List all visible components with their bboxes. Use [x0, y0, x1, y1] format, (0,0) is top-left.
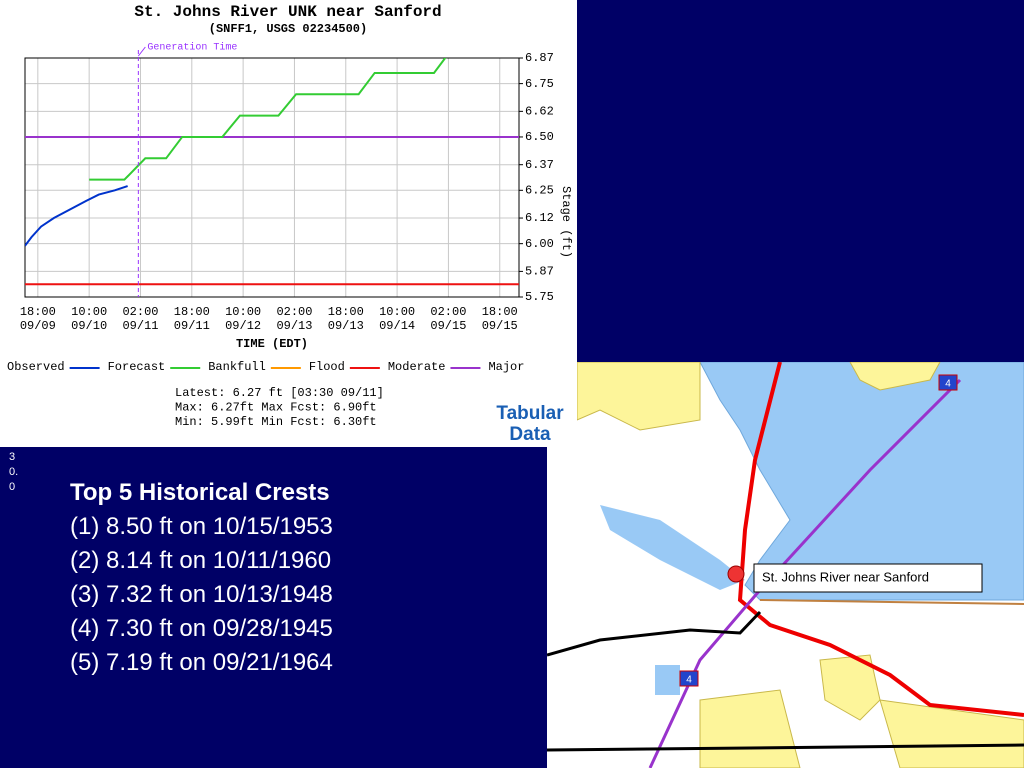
legend-label: Bankfull [208, 360, 266, 374]
gauge-label-box [753, 563, 983, 593]
legend-label: Major [488, 360, 524, 374]
annotation: Generation Time [147, 42, 237, 54]
x-tick-label: 10:00 [225, 305, 261, 319]
y-tick-label: 6.25 [525, 183, 554, 197]
x-axis-label: TIME (EDT) [236, 337, 308, 351]
urban-area [849, 362, 941, 391]
y-tick-label: 6.75 [525, 77, 554, 91]
pond [655, 665, 680, 695]
legend-label: Observed [7, 360, 65, 374]
river [600, 505, 745, 590]
x-tick-label: 10:00 [379, 305, 415, 319]
chart-panel [0, 0, 577, 447]
x-tick-label: 09/15 [430, 319, 466, 333]
lake [699, 362, 1024, 601]
x-tick-label: 18:00 [482, 305, 518, 319]
y-tick-label: 6.37 [525, 158, 554, 172]
x-tick-label: 18:00 [174, 305, 210, 319]
generation-time-tick [137, 46, 146, 57]
x-tick-label: 09/10 [71, 319, 107, 333]
x-tick-label: 18:00 [328, 305, 364, 319]
x-tick-label: 18:00 [20, 305, 56, 319]
shield [938, 374, 958, 391]
crests-title: Top 5 Historical Crests [70, 479, 330, 506]
map: St. Johns River near Sanford 4 4 [547, 362, 1024, 768]
series-line [89, 58, 447, 181]
highway [737, 362, 1024, 717]
y-tick-label: 6.62 [525, 105, 554, 119]
shield-label: 4 [686, 675, 692, 686]
x-tick-label: 09/13 [328, 319, 364, 333]
button-label[interactable]: Tabular [496, 403, 564, 424]
y-tick-label: 6.87 [525, 51, 554, 65]
series-line [25, 185, 128, 247]
stat-line: Max: 6.27ft Max Fcst: 6.90ft [175, 401, 377, 415]
plot-frame [24, 57, 520, 298]
x-tick-label: 09/14 [379, 319, 415, 333]
x-tick-label: 02:00 [276, 305, 312, 319]
legend-label: Moderate [388, 360, 446, 374]
stat-line: Latest: 6.27 ft [03:30 09/11] [175, 386, 384, 400]
legend-label: Forecast [108, 360, 166, 374]
crest-item: (3) 7.32 ft on 10/13/1948 [70, 581, 333, 608]
crests: Top 5 Historical Crests (1) 8.50 ft on 1… [70, 476, 333, 680]
x-tick-label: 02:00 [430, 305, 466, 319]
x-tick-label: 09/09 [20, 319, 56, 333]
plot-area [25, 58, 519, 286]
x-tick-label: 09/15 [482, 319, 518, 333]
y-tick-label: 6.00 [525, 237, 554, 251]
crest-item: (1) 8.50 ft on 10/15/1953 [70, 513, 333, 540]
rail [759, 599, 1024, 605]
button-label[interactable]: Data [509, 424, 551, 445]
gauge-marker[interactable] [727, 565, 745, 583]
boundary [547, 743, 1024, 752]
x-tick-label: 09/11 [122, 319, 158, 333]
legend-label: Flood [309, 360, 345, 374]
y-tick-label: 6.50 [525, 130, 554, 144]
x-tick-label: 09/13 [276, 319, 312, 333]
boundary [547, 610, 762, 657]
x-tick-label: 09/11 [174, 319, 210, 333]
x-tick-label: 09/12 [225, 319, 261, 333]
chart-subtitle: (SNFF1, USGS 02234500) [209, 22, 367, 36]
hydrograph: St. Johns River UNK near Sanford (SNFF1,… [0, 0, 577, 447]
y-axis-label: Stage (ft) [559, 186, 573, 258]
stat-line: Min: 5.99ft Min Fcst: 6.30ft [175, 415, 377, 429]
y-tick-label: 6.12 [525, 211, 554, 225]
y-tick-label: 5.87 [525, 265, 554, 279]
side-note: 30.0 [9, 451, 19, 493]
shield [679, 670, 699, 687]
gauge-label: St. Johns River near Sanford [762, 569, 929, 584]
x-tick-label: 10:00 [71, 305, 107, 319]
tabular-data-button[interactable] [485, 403, 575, 445]
y-tick-label: 5.75 [525, 290, 554, 304]
x-tick-label: 02:00 [122, 305, 158, 319]
crest-item: (4) 7.30 ft on 09/28/1945 [70, 615, 333, 642]
chart-title: St. Johns River UNK near Sanford [134, 3, 441, 21]
crest-item: (2) 8.14 ft on 10/11/1960 [70, 547, 332, 574]
urban-area [819, 654, 881, 721]
crest-item: (5) 7.19 ft on 09/21/1964 [70, 649, 333, 676]
shield-label: 4 [945, 379, 951, 390]
